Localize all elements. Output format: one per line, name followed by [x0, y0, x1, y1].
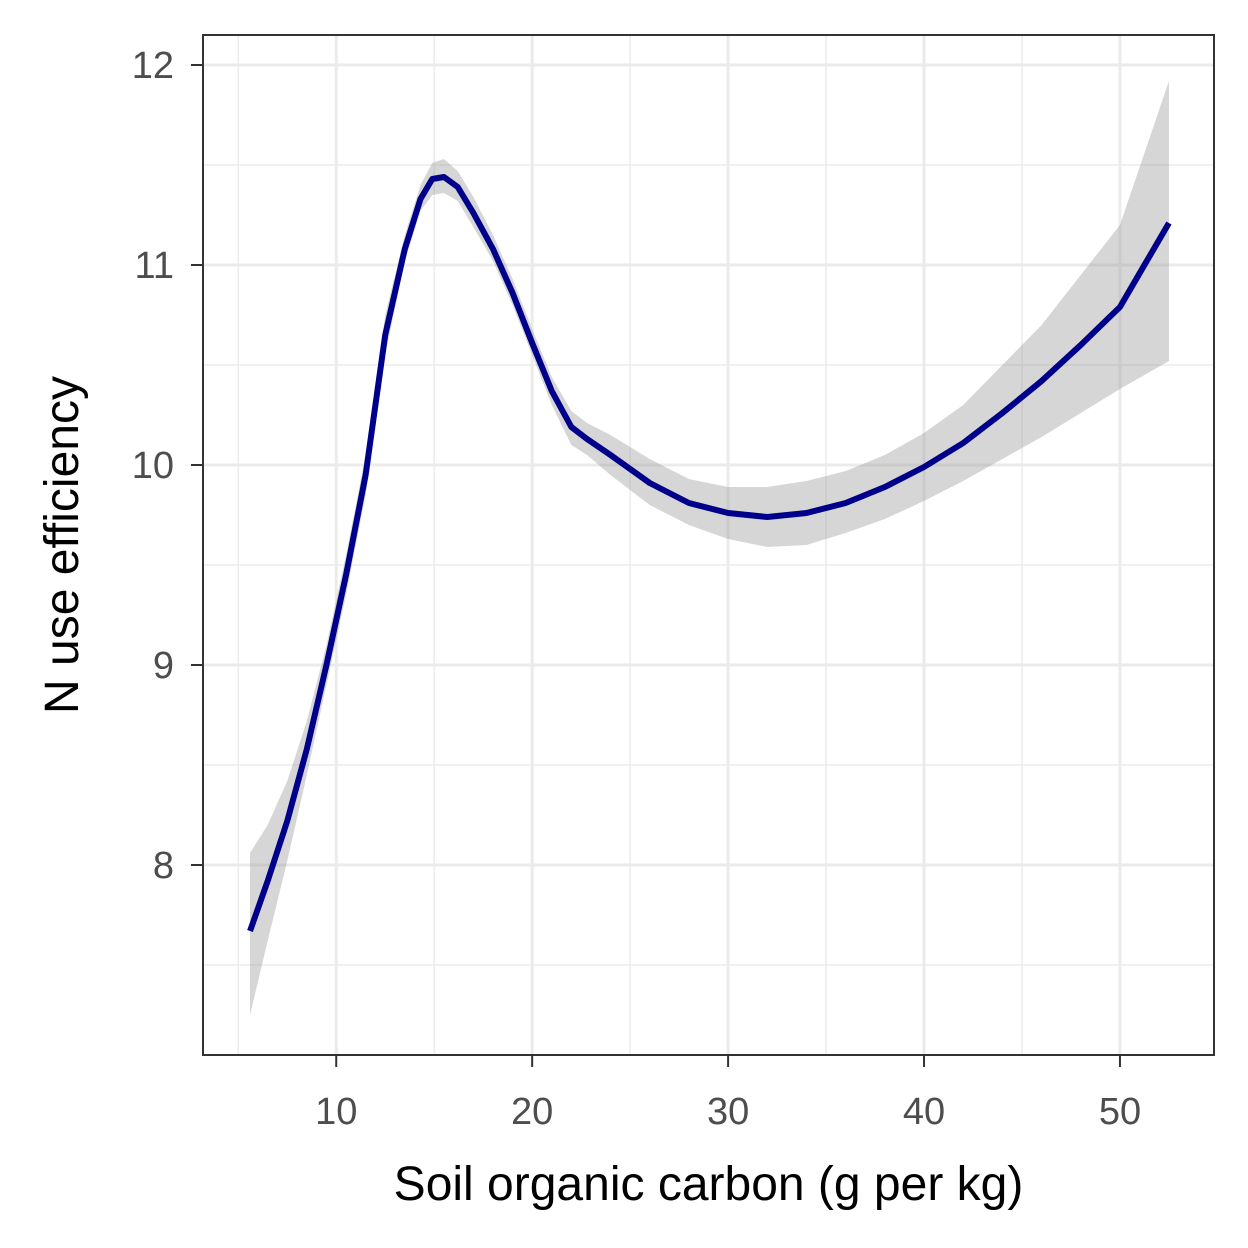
- y-tick-label: 11: [135, 245, 174, 287]
- y-axis-title: N use efficiency: [36, 376, 89, 714]
- x-tick-label: 10: [315, 1091, 357, 1133]
- x-tick-label: 30: [707, 1091, 749, 1133]
- y-axis: 8 9 10 11 12: [132, 45, 203, 887]
- x-axis-title: Soil organic carbon (g per kg): [394, 1158, 1024, 1211]
- y-tick-label: 10: [132, 445, 174, 487]
- x-axis: 10 20 30 40 50: [315, 1055, 1141, 1133]
- y-tick-label: 8: [153, 845, 174, 887]
- y-tick-label: 12: [132, 45, 174, 87]
- x-tick-label: 20: [511, 1091, 553, 1133]
- series-line: [247, 174, 1172, 932]
- series-line-layer: [247, 174, 1172, 932]
- grid-minor: [203, 35, 1214, 1055]
- x-tick-label: 40: [903, 1091, 945, 1133]
- panel-border: [202, 34, 1215, 1056]
- grid-major: [203, 35, 1214, 1055]
- plot-panel: [203, 35, 1214, 1055]
- y-tick-label: 9: [153, 645, 174, 687]
- x-tick-label: 50: [1099, 1091, 1141, 1133]
